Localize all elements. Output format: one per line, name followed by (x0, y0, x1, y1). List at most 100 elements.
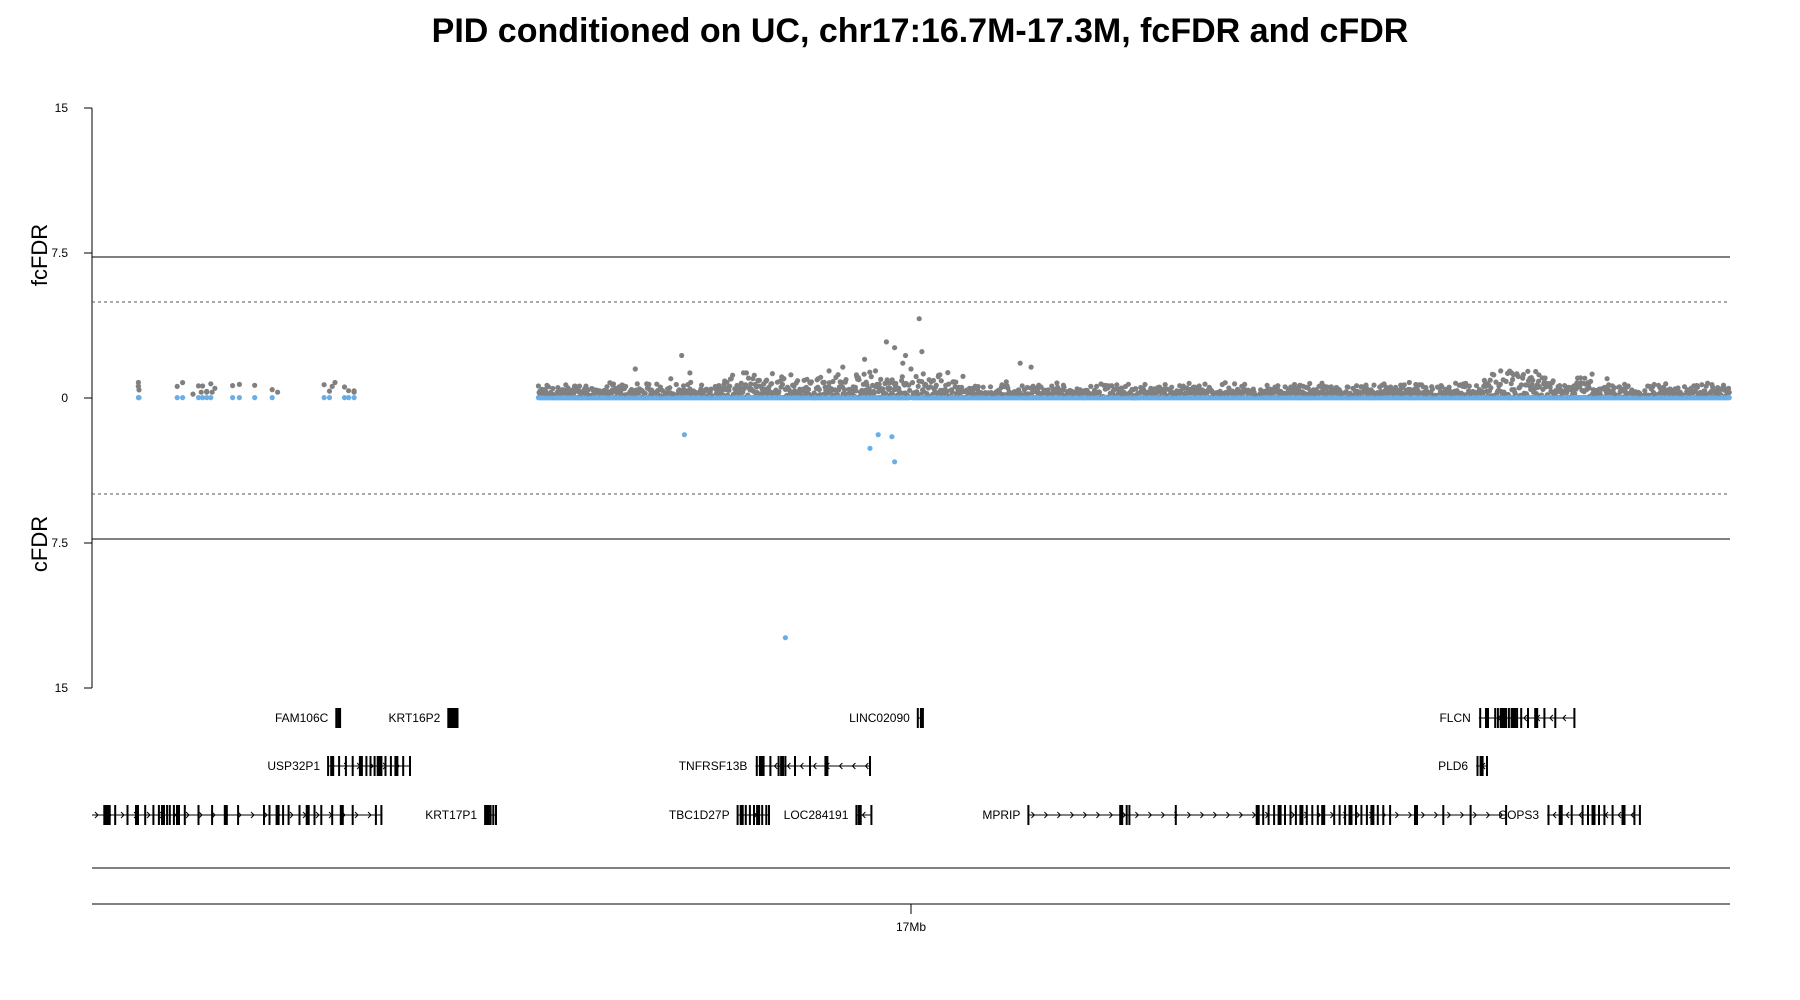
gene-exon (320, 805, 323, 825)
gene-exon (1543, 708, 1546, 728)
cfdr-point (341, 395, 348, 401)
fcfdr-point (698, 386, 704, 392)
fcfdr-point (195, 383, 202, 389)
fcfdr-point (275, 389, 281, 395)
cfdr-point (269, 395, 275, 401)
fcfdr-point (916, 316, 922, 322)
cfdr-point (136, 395, 142, 401)
fcfdr-point (1503, 378, 1509, 384)
gene-exon (1305, 805, 1308, 825)
gene-loc284191: LOC284191 (784, 805, 873, 825)
gene-exon (1501, 708, 1506, 728)
fcfdr-point (1710, 384, 1716, 390)
y-tick-label-upper-7-5: 7.5 (51, 246, 68, 260)
gene-direction-arrow (786, 762, 791, 770)
gene-exon (369, 756, 372, 776)
gene-exon (777, 756, 780, 776)
gene-exon (809, 756, 811, 776)
cfdr-point (230, 395, 236, 401)
gene-exon (161, 805, 165, 825)
fcfdr-point (914, 389, 920, 395)
gene-exon (1333, 805, 1336, 825)
gene-direction-arrow (1122, 811, 1127, 819)
gene-direction-arrow (1083, 811, 1088, 819)
fcfdr-point (907, 387, 913, 393)
gene-exon (1027, 805, 1030, 825)
fcfdr-point (920, 371, 926, 377)
fcfdr-point (805, 386, 812, 392)
fcfdr-point (815, 376, 821, 382)
gene-exon (768, 805, 770, 825)
gene-label: TBC1D27P (669, 808, 730, 822)
gene-exon (1284, 805, 1286, 825)
fcfdr-point (795, 378, 801, 384)
fcfdr-point (1162, 382, 1168, 388)
fcfdr-point (326, 388, 333, 394)
fcfdr-point (727, 383, 733, 389)
cfdr-point (681, 432, 688, 438)
gene-exon (484, 805, 487, 825)
gene-exon (870, 805, 873, 825)
gene-label: FLCN (1439, 711, 1470, 725)
gene-exon (1505, 805, 1508, 825)
gene-exon (758, 756, 763, 776)
cfdr-point (346, 395, 352, 401)
y-tick-label-lower-7-5: 7.5 (51, 536, 68, 550)
gene-exon (335, 708, 338, 728)
gene-exon (1534, 708, 1539, 728)
gene-exon (1255, 805, 1260, 825)
gene-direction-arrow (1187, 811, 1192, 819)
gene-exon (282, 805, 285, 825)
fcfdr-point (1498, 368, 1504, 374)
fcfdr-point (1186, 380, 1192, 386)
gene-exon (1348, 805, 1353, 825)
fcfdr-point (832, 387, 838, 393)
gene-direction-arrow (812, 762, 817, 770)
gene-linc02090: LINC02090 (849, 708, 924, 728)
cfdr-point (195, 395, 202, 401)
cfdr-point (208, 395, 214, 401)
genes-layer: FAM106C KRT16P2 LINC02090 FLCN USP32P1 TNFRSF… (92, 708, 1641, 825)
gene-exon (485, 805, 490, 825)
fcfdr-point (788, 372, 794, 378)
fcfdr-point (1508, 381, 1514, 387)
fcfdr-point (545, 384, 552, 390)
fcfdr-point (1586, 385, 1592, 391)
gene-exon (1128, 805, 1131, 825)
gene-label: USP32P1 (267, 759, 320, 773)
gene-direction-arrow (1578, 811, 1583, 819)
fcfdr-point (1487, 377, 1493, 383)
fcfdr-point (843, 377, 849, 383)
gene-direction-arrow (367, 811, 372, 819)
gene-exon (1479, 756, 1484, 776)
fcfdr-point (1088, 383, 1094, 389)
fcfdr-point (174, 383, 180, 389)
fcfdr-point (871, 390, 877, 396)
fcfdr-point (743, 370, 750, 376)
fcfdr-point (1091, 387, 1098, 393)
gene-exon (1267, 805, 1270, 825)
cfdr-point (252, 395, 258, 401)
fcfdr-point (1625, 383, 1631, 389)
gene-exon (114, 805, 117, 825)
gene-exon (168, 805, 171, 825)
fcfdr-point (781, 376, 787, 382)
gene-exon (374, 805, 377, 825)
gene-exon (1499, 708, 1502, 728)
fcfdr-point (1125, 381, 1131, 387)
gene-exon (223, 805, 228, 825)
gene-exon (450, 708, 453, 728)
gene-direction-arrow (315, 811, 320, 819)
gene-exon (756, 805, 761, 825)
gene-exon (1547, 805, 1550, 825)
chart-title: PID conditioned on UC, chr17:16.7M-17.3M… (432, 12, 1409, 50)
fcfdr-point (1726, 385, 1732, 391)
gene-exon (1273, 805, 1276, 825)
gene-exon (1621, 805, 1626, 825)
gene-exon (1382, 805, 1385, 825)
fcfdr-point (853, 372, 860, 378)
gene-exon (753, 805, 755, 825)
gene-exon (1469, 805, 1472, 825)
fcfdr-point (1473, 383, 1480, 389)
fcfdr-point (1169, 384, 1175, 390)
